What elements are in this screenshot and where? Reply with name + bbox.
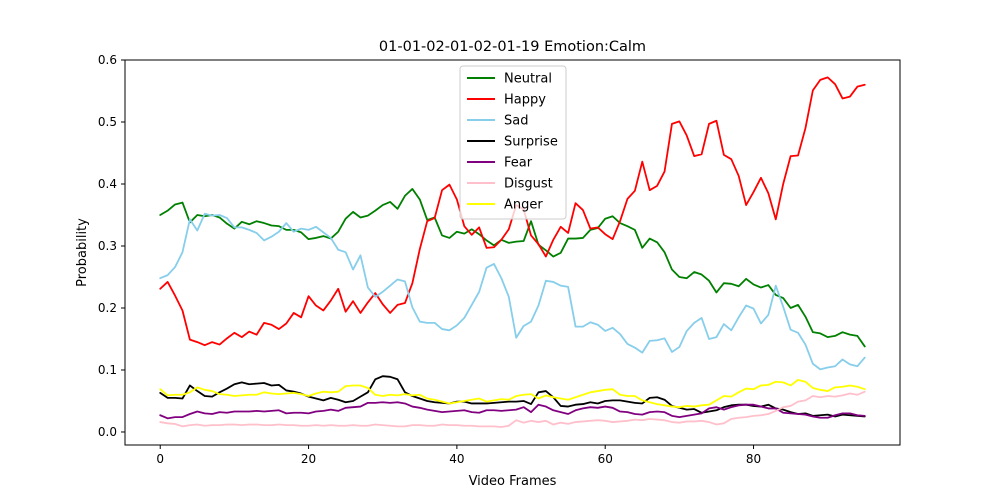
series-line-fear: [159, 401, 866, 420]
series-line-disgust: [159, 390, 866, 428]
legend: Neutral Happy Sad Surprise Fear Disgust Anger: [459, 65, 567, 220]
chart-title: 01-01-02-01-02-01-19 Emotion:Calm: [379, 39, 646, 55]
x-axis-label: Video Frames: [469, 474, 557, 489]
legend-label-anger: Anger: [504, 198, 543, 213]
y-tick-label: 0.3: [98, 239, 117, 253]
x-tick-label: 0: [156, 452, 164, 466]
y-axis-ticks: 0.0 0.1 0.2 0.3 0.4 0.5 0.6: [98, 53, 125, 439]
legend-label-disgust: Disgust: [504, 177, 553, 192]
legend-label-happy: Happy: [504, 93, 546, 108]
legend-label-fear: Fear: [504, 156, 533, 171]
plot-frame: [124, 59, 901, 446]
y-tick-label: 0.4: [98, 177, 117, 191]
y-tick-label: 0.0: [98, 425, 117, 439]
y-axis-label: Probability: [75, 218, 90, 287]
legend-label-surprise: Surprise: [504, 135, 558, 150]
y-tick-label: 0.1: [98, 363, 117, 377]
x-tick-label: 60: [598, 452, 613, 466]
x-axis-ticks: 0 20 40 60 80: [156, 445, 761, 466]
y-tick-label: 0.2: [98, 301, 117, 315]
x-tick-label: 40: [449, 452, 464, 466]
series-line-neutral: [159, 188, 866, 348]
x-tick-label: 80: [746, 452, 761, 466]
series-line-sad: [159, 212, 866, 371]
series-line-anger: [159, 378, 866, 409]
legend-label-sad: Sad: [504, 114, 528, 129]
x-tick-label: 20: [301, 452, 316, 466]
y-tick-label: 0.6: [98, 53, 117, 67]
legend-label-neutral: Neutral: [504, 72, 552, 87]
y-tick-label: 0.5: [98, 115, 117, 129]
legend-box: [459, 65, 567, 220]
